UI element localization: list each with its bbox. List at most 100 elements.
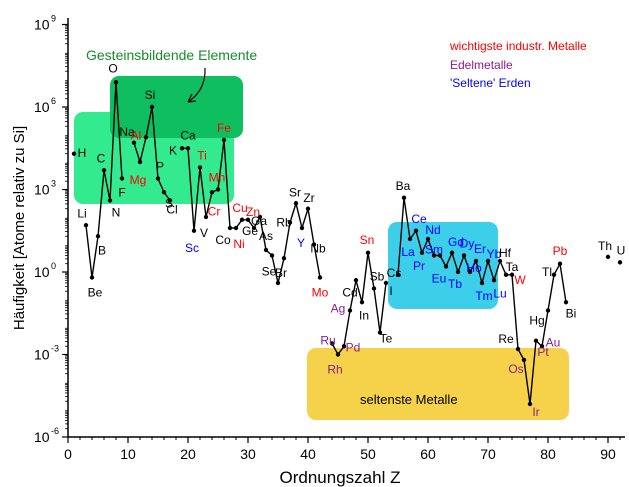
data-point — [209, 190, 215, 195]
element-label: Zr — [303, 191, 314, 205]
data-point — [467, 269, 473, 275]
element-label: Br — [275, 266, 287, 280]
data-point — [485, 258, 491, 264]
element-label: La — [401, 245, 415, 259]
element-label: Ti — [197, 149, 207, 163]
element-label: W — [514, 273, 526, 287]
data-point — [293, 201, 299, 206]
element-label: P — [156, 160, 164, 174]
element-label: U — [617, 243, 626, 257]
data-point — [383, 280, 389, 286]
data-point — [497, 258, 503, 264]
data-point — [119, 176, 125, 181]
x-tick-label: 90 — [600, 446, 616, 462]
element-label: C — [97, 151, 106, 165]
data-point — [521, 357, 527, 363]
element-label: Cu — [232, 201, 247, 215]
element-label: Dy — [460, 237, 475, 251]
rock-forming-label: Gesteinsbildende Elemente — [86, 47, 257, 63]
x-tick-label: 60 — [420, 446, 436, 462]
data-point — [107, 198, 113, 203]
element-label: Te — [380, 332, 393, 346]
data-points — [71, 80, 623, 407]
legend-precious-metals: Edelmetalle — [450, 58, 513, 72]
element-label: Cs — [387, 266, 402, 280]
element-label: Co — [215, 233, 231, 247]
element-label: Sm — [425, 243, 443, 257]
element-label: Ce — [411, 212, 427, 226]
series-line — [331, 252, 387, 356]
data-point — [461, 253, 467, 258]
data-point — [365, 250, 371, 255]
data-point — [299, 225, 305, 231]
element-label: F — [118, 186, 125, 200]
x-tick-label: 80 — [540, 446, 556, 462]
data-point — [197, 165, 203, 170]
data-point — [101, 168, 107, 173]
element-label: Os — [508, 362, 523, 376]
x-tick-label: 20 — [180, 446, 196, 462]
data-point — [551, 272, 557, 277]
data-point — [371, 286, 377, 291]
element-label: Mo — [312, 286, 329, 300]
element-label: Rh — [327, 363, 342, 377]
data-point — [317, 275, 323, 280]
data-point — [113, 80, 119, 85]
data-point — [83, 223, 89, 228]
element-label: Si — [145, 88, 156, 102]
legend-industrial-metals: wichtigste industr. Metalle — [449, 39, 587, 53]
data-point — [191, 228, 197, 233]
element-label: Al — [131, 128, 142, 142]
x-tick-label: 70 — [480, 446, 496, 462]
element-label: Th — [598, 239, 612, 253]
data-point — [131, 140, 137, 145]
element-label: K — [169, 143, 177, 157]
data-point — [155, 176, 161, 181]
data-point — [515, 346, 521, 352]
data-point — [203, 214, 209, 220]
y-tick-exponent: -3 — [51, 344, 59, 354]
y-tick-base: 10 — [34, 182, 50, 198]
y-tick-exponent: 9 — [51, 14, 56, 24]
data-point — [257, 214, 263, 220]
element-label: V — [200, 226, 208, 240]
legend-rare-earths: 'Seltene' Erden — [450, 76, 531, 90]
y-tick-exponent: -6 — [51, 426, 59, 436]
element-label: Lu — [493, 286, 506, 300]
element-label: Ga — [251, 214, 267, 228]
element-label: Tb — [448, 277, 462, 291]
data-point — [167, 198, 173, 203]
element-label: Hg — [529, 314, 544, 328]
element-label: N — [112, 206, 121, 220]
x-tick-label: 30 — [240, 446, 256, 462]
y-tick-exponent: 3 — [51, 179, 56, 189]
x-tick-label: 40 — [300, 446, 316, 462]
element-label: Ru — [320, 334, 335, 348]
data-point — [95, 234, 101, 239]
data-point — [353, 278, 359, 283]
rarest-metals-label: seltenste Metalle — [360, 392, 458, 407]
data-point — [359, 300, 365, 305]
element-labels: H Li Be B C N O F Na Mg Al Si P SCl KCa Sc Ti VCr Mn Fe Co Ni… — [77, 61, 625, 419]
element-label: Pb — [553, 244, 568, 258]
x-ticks: 0 10 20 30 40 50 60 70 80 90 — [64, 437, 621, 462]
element-label: Ir — [532, 405, 539, 419]
element-label: O — [108, 61, 117, 75]
data-point — [275, 280, 281, 286]
x-tick-label: 50 — [360, 446, 376, 462]
element-label: Pd — [346, 340, 361, 354]
element-label: S — [165, 196, 173, 210]
element-label: Fe — [217, 121, 231, 135]
data-point — [503, 272, 509, 277]
data-point — [305, 206, 311, 211]
data-point — [419, 250, 425, 255]
data-point — [215, 187, 221, 192]
rarest-metals-region — [307, 348, 569, 420]
element-label: Mg — [130, 173, 147, 187]
element-label: As — [259, 229, 273, 243]
element-label: I — [389, 284, 392, 298]
highlight-regions — [74, 76, 569, 420]
element-label: Eu — [432, 272, 447, 286]
data-point — [335, 352, 341, 357]
data-point — [251, 225, 257, 231]
